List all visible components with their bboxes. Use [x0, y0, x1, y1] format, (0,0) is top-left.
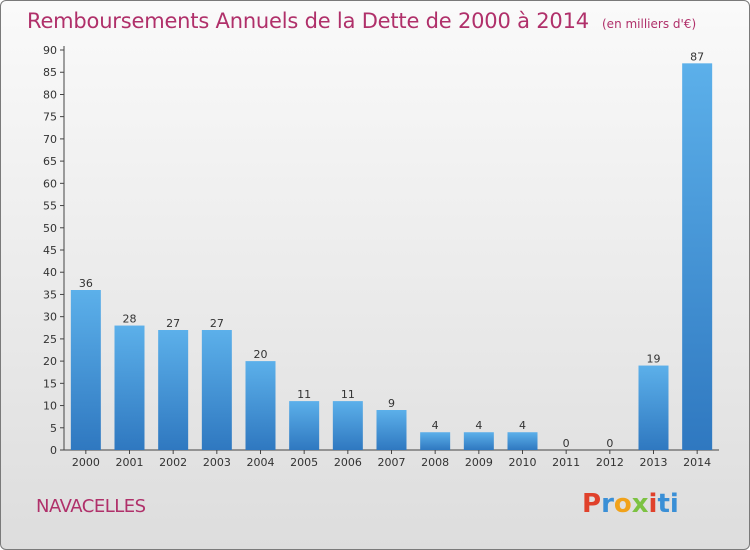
chart-unit-note: (en milliers d'€) [602, 17, 697, 31]
x-tick-label: 2001 [116, 456, 144, 469]
bar [158, 330, 189, 450]
bar [463, 432, 494, 450]
y-tick-label: 90 [43, 44, 57, 57]
data-label: 36 [79, 277, 93, 290]
data-label: 27 [210, 317, 224, 330]
bar [420, 432, 451, 450]
data-label: 4 [519, 419, 526, 432]
y-tick-label: 25 [43, 333, 57, 346]
x-tick-label: 2008 [421, 456, 449, 469]
data-label: 28 [123, 313, 137, 326]
x-tick-label: 2014 [683, 456, 711, 469]
bar [507, 432, 538, 450]
logo-letter: i [648, 489, 658, 519]
y-tick-label: 0 [50, 444, 57, 457]
bar [682, 63, 713, 450]
logo-letter: o [613, 489, 632, 519]
y-tick-label: 60 [43, 177, 57, 190]
x-tick-label: 2010 [509, 456, 537, 469]
y-tick-label: 55 [43, 200, 57, 213]
x-tick-label: 2013 [640, 456, 668, 469]
y-tick-label: 35 [43, 288, 57, 301]
bar [638, 365, 669, 450]
proxiti-logo: Proxiti [582, 489, 679, 519]
data-label: 19 [647, 353, 661, 366]
x-tick-label: 2007 [378, 456, 406, 469]
y-tick-label: 65 [43, 155, 57, 168]
commune-name: NAVACELLES [36, 496, 146, 517]
logo-letter: x [631, 489, 649, 519]
chart-bars [70, 63, 713, 450]
data-label: 9 [388, 397, 395, 410]
bar [332, 401, 363, 450]
data-label: 4 [475, 419, 482, 432]
y-tick-label: 15 [43, 377, 57, 390]
bar [114, 325, 145, 450]
logo-letter: r [601, 489, 614, 519]
data-label: 87 [690, 50, 704, 63]
x-tick-label: 2003 [203, 456, 231, 469]
x-tick-label: 2006 [334, 456, 362, 469]
y-tick-label: 30 [43, 311, 57, 324]
chart-labels: 2000 36 2001 28 2002 27 2003 27 2004 20 2005 11 2006… [72, 50, 711, 469]
y-tick-label: 85 [43, 66, 57, 79]
logo-letter: ti [657, 489, 679, 519]
x-tick-label: 2004 [247, 456, 275, 469]
y-tick-label: 50 [43, 222, 57, 235]
x-tick-label: 2011 [552, 456, 580, 469]
data-label: 11 [341, 388, 355, 401]
data-label: 11 [297, 388, 311, 401]
bar [70, 290, 101, 450]
logo-letter: P [582, 489, 602, 519]
y-tick-label: 75 [43, 111, 57, 124]
bar [376, 410, 407, 450]
data-label: 0 [563, 437, 570, 450]
data-label: 27 [166, 317, 180, 330]
x-tick-label: 2002 [159, 456, 187, 469]
bar [245, 361, 276, 450]
chart-title-row: Remboursements Annuels de la Dette de 20… [27, 9, 696, 33]
y-tick-label: 45 [43, 244, 57, 257]
x-tick-label: 2000 [72, 456, 100, 469]
chart-title: Remboursements Annuels de la Dette de 20… [27, 9, 589, 33]
y-tick-label: 80 [43, 88, 57, 101]
y-tick-label: 5 [50, 422, 57, 435]
data-label: 0 [606, 437, 613, 450]
x-tick-label: 2009 [465, 456, 493, 469]
x-tick-label: 2012 [596, 456, 624, 469]
data-label: 4 [432, 419, 439, 432]
y-tick-label: 20 [43, 355, 57, 368]
data-label: 20 [254, 348, 268, 361]
y-tick-label: 10 [43, 400, 57, 413]
y-tick-label: 70 [43, 133, 57, 146]
x-tick-label: 2005 [290, 456, 318, 469]
bar [201, 330, 232, 450]
bar [289, 401, 320, 450]
y-tick-label: 40 [43, 266, 57, 279]
